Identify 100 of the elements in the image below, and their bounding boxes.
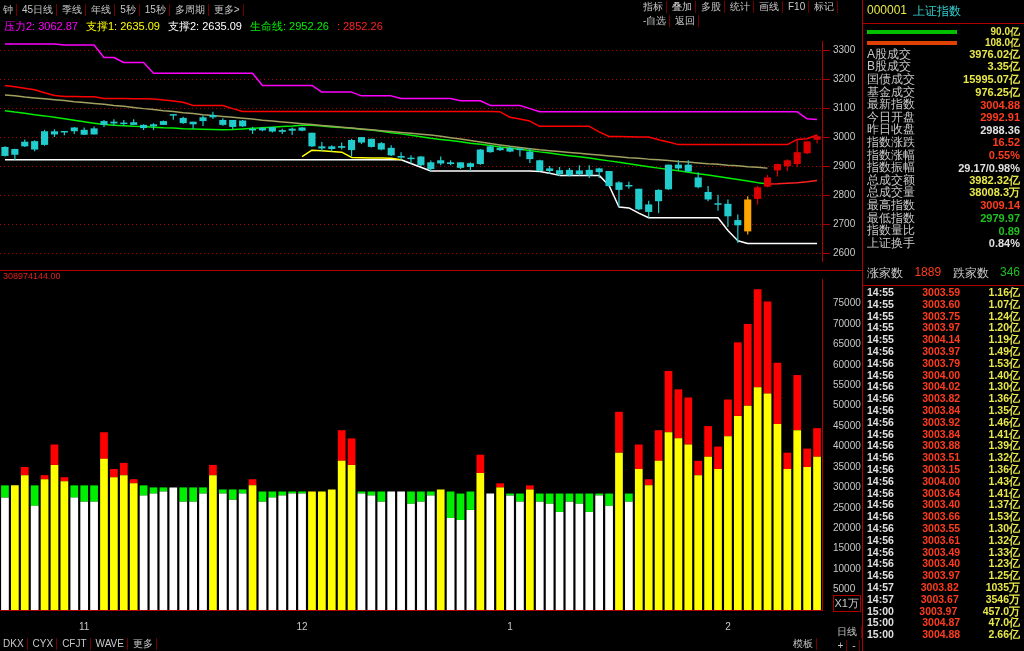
text: 14:56 3004.02 1.30亿	[867, 380, 1020, 393]
y-tick-label: 20000	[833, 522, 862, 534]
text: 指标	[640, 1, 667, 13]
y-tick-label: 75000	[833, 297, 862, 309]
text: 14:56 3003.51 1.32亿	[867, 451, 1020, 464]
text: 14:55 3003.59 1.16亿	[867, 286, 1020, 298]
text: 5秒	[117, 4, 140, 16]
text: 14:57 3003.67 3546万	[867, 592, 1020, 605]
category-label: 上证换手	[867, 235, 915, 252]
category-label: 指数涨幅	[867, 147, 915, 162]
text: 0.84%	[988, 237, 1020, 250]
category-label: 总成交量	[867, 185, 915, 200]
text: CYX	[29, 638, 58, 650]
text: +	[834, 640, 848, 651]
text: 976.25亿	[975, 85, 1020, 98]
y-tick-label: 45000	[833, 419, 862, 431]
text: 15:00 3004.87 47.0亿	[867, 616, 1020, 629]
y-tick-label: 30000	[833, 481, 862, 493]
text: 钟	[0, 4, 17, 16]
y-tick-label: 55000	[833, 379, 862, 390]
text: 14:56 3003.49 1.33亿	[867, 545, 1020, 558]
text: 3.35亿	[987, 60, 1020, 73]
y-tick-label: 50000	[833, 399, 862, 411]
text: 2988.36	[980, 123, 1020, 136]
y-tick-label: 3100	[833, 102, 856, 114]
series-label: 压力2: 3062.87	[4, 20, 78, 32]
text: -自选	[640, 15, 671, 27]
text: WAVE	[92, 638, 128, 650]
text: F10	[785, 1, 810, 13]
text: 29.17/0.98%	[958, 161, 1020, 174]
text: 14:55 3003.60 1.07亿	[867, 297, 1020, 310]
y-tick-label: 3200	[833, 73, 856, 85]
text: 14:56 3003.40 1.37亿	[867, 498, 1020, 511]
y-tick-label: 65000	[833, 338, 862, 350]
category-label: 最低指数	[867, 210, 915, 225]
y-tick-label: 5000	[833, 583, 856, 595]
text: 3976.02亿	[969, 47, 1020, 60]
text: : 2852.26	[336, 20, 383, 32]
x-tick-label: 2	[725, 620, 732, 632]
y-tick-label: 2800	[833, 189, 856, 201]
text: 生命线: 2952.26	[250, 20, 329, 32]
y-axis-title: X1万	[832, 595, 861, 612]
text: 14:56 3003.61 1.32亿	[867, 533, 1020, 546]
text: 15:00 3003.97 457.0万	[867, 604, 1020, 617]
text: 14:57 3003.82 1035万	[867, 580, 1020, 593]
category-label: 今日开盘	[867, 109, 915, 124]
text: 38008.3万	[969, 186, 1020, 199]
text: 多周期	[171, 4, 209, 16]
text: 14:55 3004.14 1.19亿	[867, 333, 1020, 346]
text: 年线	[88, 4, 116, 16]
text: 3004.88	[980, 98, 1020, 111]
y-tick-label: 3000	[833, 131, 856, 143]
text: 45日线	[19, 4, 58, 16]
category-label: 基金成交	[867, 84, 915, 99]
text: DKX	[0, 638, 28, 650]
y-tick-label: 40000	[833, 440, 862, 452]
text: 15995.07亿	[963, 72, 1020, 85]
text: 14:56 3003.66 1.53亿	[867, 510, 1020, 523]
text: 0.55%	[988, 149, 1020, 162]
text: 2979.97	[980, 212, 1020, 225]
text: 16.52	[992, 136, 1020, 149]
text: 15:00 3004.88 2.66亿	[867, 628, 1020, 641]
text: 000001 上证指数	[867, 3, 962, 20]
category-label: 指数涨跌	[867, 134, 915, 149]
text: 14:56 3003.88 1.39亿	[867, 439, 1020, 452]
text: 14:56 3003.40 1.23亿	[867, 557, 1020, 570]
text: 14:56 3003.82 1.36亿	[867, 392, 1020, 405]
y-tick-label: 2900	[833, 160, 856, 172]
category-label: 指数量比	[867, 223, 915, 238]
text: 108.0亿	[984, 36, 1020, 48]
y-tick-label: 60000	[833, 358, 862, 370]
category-label: 指数振幅	[867, 160, 915, 175]
text: 支撑2: 2635.09	[168, 20, 242, 32]
text: 14:55 3003.97 1.20亿	[867, 321, 1020, 334]
text: 14:56 3003.84 1.41亿	[867, 427, 1020, 440]
text: CFJT	[59, 638, 91, 650]
text: 14:56 3003.15 1.36亿	[867, 462, 1020, 475]
y-tick-label: 25000	[833, 501, 862, 513]
text: 2992.91	[980, 111, 1020, 124]
text: 统计	[727, 1, 754, 13]
text: 模板	[790, 638, 817, 650]
text: 叠加	[669, 1, 696, 13]
text: 14:56 3003.92 1.46亿	[867, 415, 1020, 428]
y-tick-label: 2700	[833, 218, 856, 230]
text: 支撑1: 2635.09	[86, 20, 160, 32]
category-label: 最新指数	[867, 97, 915, 112]
text: 3009.14	[980, 199, 1020, 212]
y-tick-label: 35000	[833, 460, 862, 472]
category-label: 昨日收盘	[867, 122, 915, 137]
y-tick-label: 3300	[833, 44, 856, 56]
category-label: 国债成交	[867, 72, 915, 86]
text: 90.0亿	[990, 25, 1020, 37]
y-tick-label: 10000	[833, 562, 862, 574]
text: 多股	[698, 1, 725, 13]
text: 标记	[811, 1, 839, 13]
text: 14:56 3003.84 1.35亿	[867, 403, 1020, 416]
text: 14:56 3003.97 1.25亿	[867, 569, 1020, 582]
category-label: 最高指数	[867, 197, 915, 212]
text: 季线	[59, 4, 87, 16]
y-tick-label: 2600	[833, 247, 856, 259]
